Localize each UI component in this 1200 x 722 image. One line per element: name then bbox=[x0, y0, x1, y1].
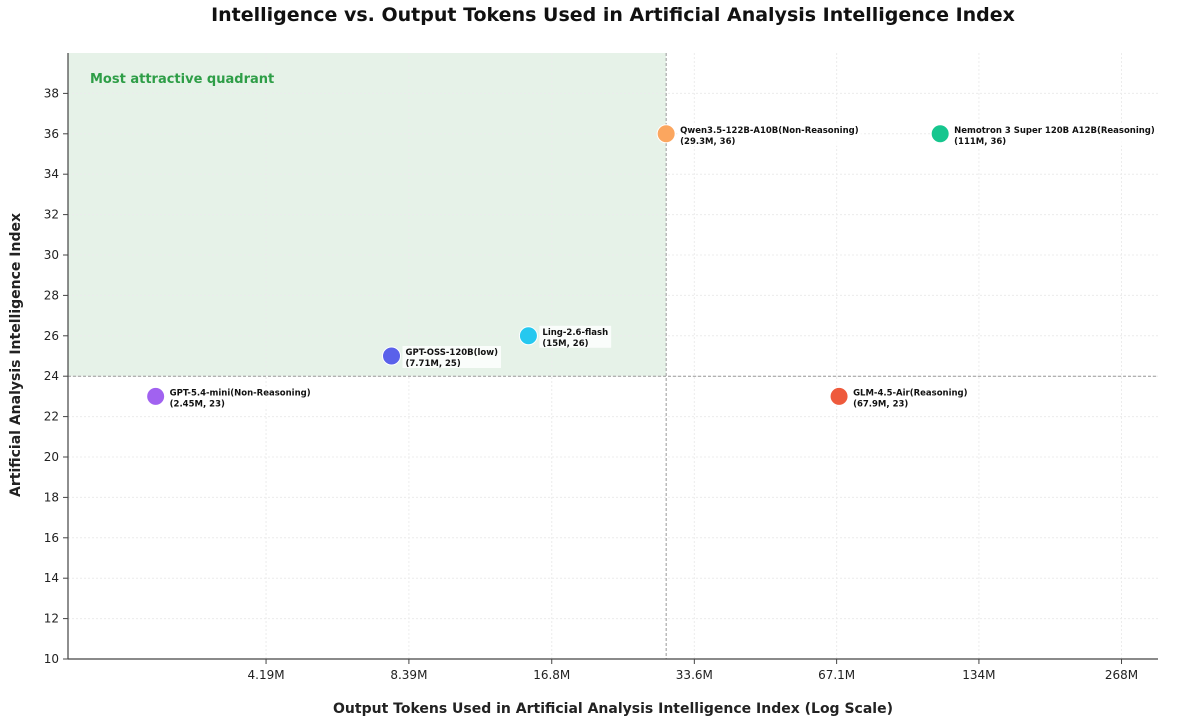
point-label-name: Nemotron 3 Super 120B A12B(Reasoning) bbox=[954, 126, 1155, 136]
point-label-bg bbox=[677, 123, 862, 146]
x-tick-label: 268M bbox=[1105, 668, 1138, 682]
x-axis-label: Output Tokens Used in Artificial Analysi… bbox=[333, 701, 893, 717]
y-tick-label: 20 bbox=[44, 450, 59, 464]
point-label-value: (111M, 36) bbox=[954, 137, 1006, 147]
x-tick-label: 8.39M bbox=[390, 668, 427, 682]
x-tick-label: 67.1M bbox=[818, 668, 855, 682]
y-axis-label: Artificial Analysis Intelligence Index bbox=[8, 213, 24, 497]
plot-area: Most attractive quadrant 10 12 14 16 18 20 22 2… bbox=[44, 53, 1158, 682]
attractive-quadrant bbox=[68, 53, 667, 377]
y-tick-label: 10 bbox=[44, 652, 59, 666]
point-label-bg bbox=[850, 386, 971, 409]
y-tick-label: 18 bbox=[44, 490, 59, 504]
y-tick-label: 28 bbox=[44, 288, 59, 302]
data-point bbox=[146, 386, 166, 406]
point-label-bg bbox=[402, 346, 502, 368]
point-label-bg bbox=[539, 325, 612, 348]
tick-labels: 10 12 14 16 18 20 22 24 26 28 30 32 34 36 38 4.19M 8.39M… bbox=[44, 86, 1138, 682]
y-tick-label: 14 bbox=[44, 571, 59, 585]
y-tick-label: 22 bbox=[44, 410, 59, 424]
point-label-value: (15M, 26) bbox=[542, 339, 588, 349]
chart-title: Intelligence vs. Output Tokens Used in A… bbox=[211, 4, 1015, 26]
y-tick-label: 12 bbox=[44, 612, 59, 626]
point-label-value: (2.45M, 23) bbox=[170, 399, 225, 409]
data-point bbox=[518, 326, 538, 346]
y-tick-label: 36 bbox=[44, 127, 59, 141]
y-tick-label: 30 bbox=[44, 248, 59, 262]
point-label-name: Ling-2.6-flash bbox=[542, 328, 608, 338]
point-label-name: Qwen3.5-122B-A10B(Non-Reasoning) bbox=[680, 126, 859, 136]
data-point bbox=[656, 124, 676, 144]
data-points: GPT-5.4-mini(Non-Reasoning)(2.45M, 23) GP… bbox=[146, 123, 1158, 409]
x-tick-label: 134M bbox=[962, 668, 995, 682]
point-label-value: (67.9M, 23) bbox=[853, 399, 908, 409]
y-tick-label: 26 bbox=[44, 329, 59, 343]
quadrant-label: Most attractive quadrant bbox=[90, 72, 274, 87]
data-point bbox=[382, 346, 402, 366]
point-label-value: (29.3M, 36) bbox=[680, 137, 735, 147]
x-tick-label: 4.19M bbox=[248, 668, 285, 682]
point-label-name: GLM-4.5-Air(Reasoning) bbox=[853, 388, 968, 398]
point-label-name: GPT-OSS-120B(low) bbox=[406, 348, 499, 358]
point-label-name: GPT-5.4-mini(Non-Reasoning) bbox=[170, 388, 311, 398]
y-tick-label: 16 bbox=[44, 531, 59, 545]
x-tick-label: 16.8M bbox=[533, 668, 570, 682]
y-tick-label: 38 bbox=[44, 86, 59, 100]
y-tick-label: 34 bbox=[44, 167, 59, 181]
axes bbox=[67, 53, 1158, 660]
data-point bbox=[930, 124, 950, 144]
point-label-bg bbox=[166, 386, 314, 409]
point-label-bg bbox=[951, 123, 1158, 146]
data-point bbox=[829, 386, 849, 406]
x-tick-label: 33.6M bbox=[676, 668, 713, 682]
point-label-value: (7.71M, 25) bbox=[406, 359, 461, 369]
y-tick-label: 24 bbox=[44, 369, 59, 383]
y-tick-label: 32 bbox=[44, 208, 59, 222]
